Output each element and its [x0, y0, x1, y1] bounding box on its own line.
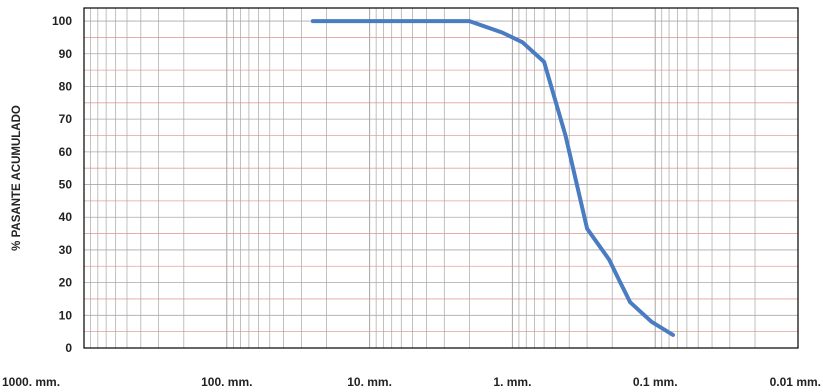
y-tick-label: 70: [59, 112, 73, 126]
y-tick-label: 50: [59, 178, 73, 192]
y-tick-label: 0: [65, 341, 72, 355]
y-tick-label: 60: [59, 145, 73, 159]
x-tick-label: 100. mm.: [201, 375, 252, 389]
y-tick-label: 80: [59, 79, 73, 93]
x-tick-label: 0.1 mm.: [633, 375, 678, 389]
y-axis-label: % PASANTE ACUMULADO: [11, 105, 23, 251]
x-axis-ticks: 1000. mm. 100. mm. 10. mm. 1. mm. 0.1 mm. 0.0…: [2, 375, 821, 389]
series-line: [310, 19, 675, 337]
y-tick-label: 90: [59, 47, 73, 61]
x-tick-label: 10. mm.: [347, 375, 392, 389]
x-tick-label: 1000. mm.: [2, 375, 60, 389]
y-tick-label: 40: [59, 210, 73, 224]
y-tick-label: 30: [59, 243, 73, 257]
x-tick-label: 1. mm.: [493, 375, 531, 389]
plot-frame: [83, 7, 799, 349]
x-tick-label: 0.01 mm.: [770, 375, 821, 389]
grid: [84, 8, 798, 348]
y-tick-label: 20: [59, 276, 73, 290]
series-layer: [310, 19, 675, 337]
y-tick-label: 10: [59, 308, 73, 322]
y-axis-ticks: 0 10 20 30 40 50 60 70 80 90 100: [52, 14, 72, 355]
y-tick-label: 100: [52, 14, 72, 28]
